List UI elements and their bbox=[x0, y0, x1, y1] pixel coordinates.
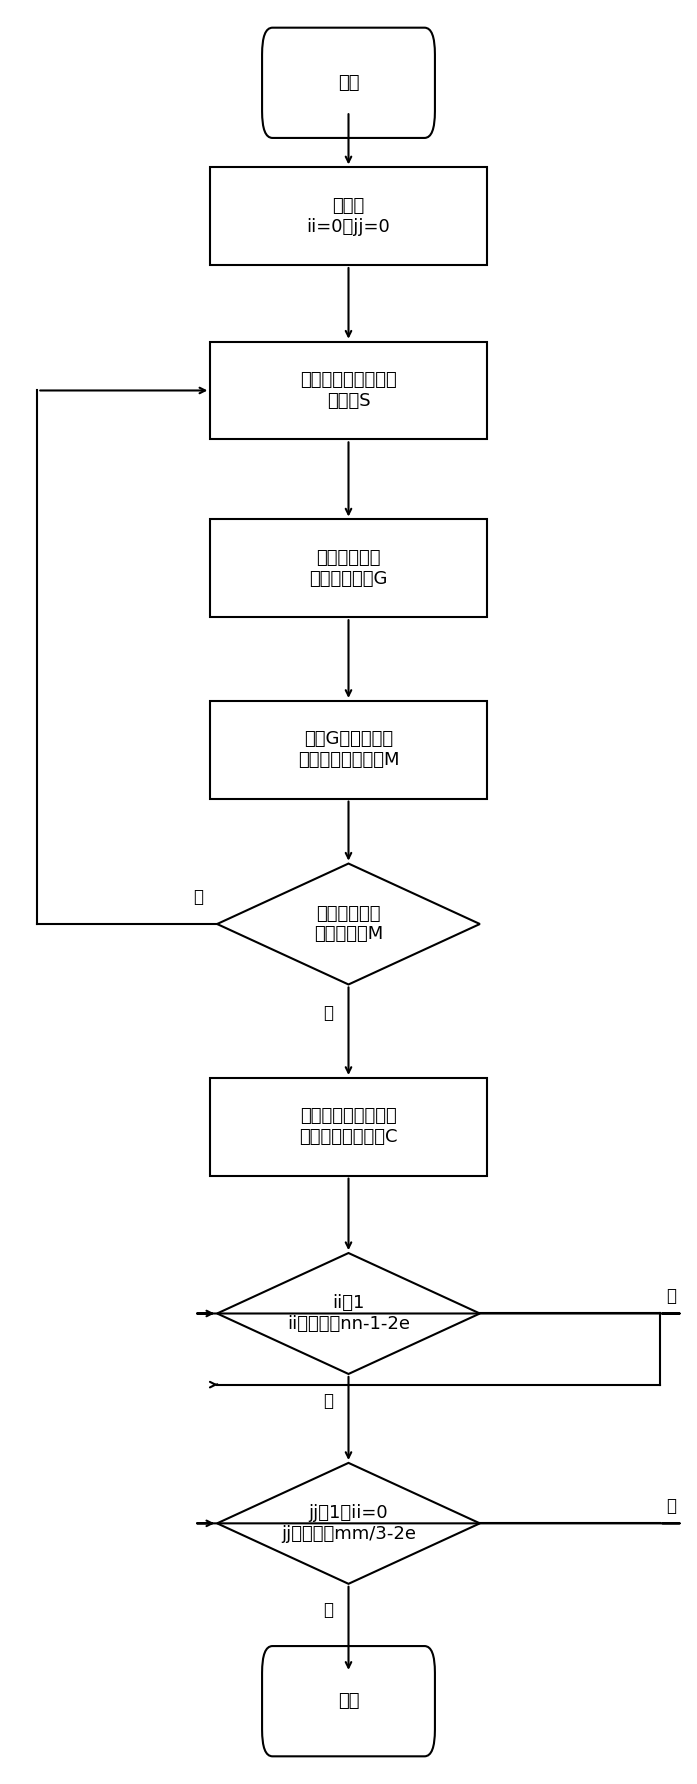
Text: 读取感兴趣区内待检
测子图S: 读取感兴趣区内待检 测子图S bbox=[300, 371, 397, 410]
FancyBboxPatch shape bbox=[210, 701, 487, 799]
Polygon shape bbox=[217, 1252, 480, 1374]
FancyBboxPatch shape bbox=[262, 1647, 435, 1755]
Text: 是否存在大于
密度阈值的M: 是否存在大于 密度阈值的M bbox=[314, 904, 383, 944]
Text: 否: 否 bbox=[666, 1497, 677, 1515]
FancyBboxPatch shape bbox=[210, 1078, 487, 1176]
Text: 是: 是 bbox=[323, 1602, 332, 1620]
Text: 结束: 结束 bbox=[338, 1693, 359, 1711]
Text: 是: 是 bbox=[323, 1392, 332, 1409]
Polygon shape bbox=[217, 1463, 480, 1584]
Text: jj加1，ii=0
jj是否大于mm/3-2e: jj加1，ii=0 jj是否大于mm/3-2e bbox=[281, 1504, 416, 1543]
Text: 将子图左上角点坐标
保存至候选角点集C: 将子图左上角点坐标 保存至候选角点集C bbox=[299, 1108, 398, 1145]
Text: 计算G中统计单元
内白色像素的密度M: 计算G中统计单元 内白色像素的密度M bbox=[298, 730, 399, 769]
Text: 是: 是 bbox=[193, 888, 204, 906]
FancyBboxPatch shape bbox=[210, 519, 487, 617]
FancyBboxPatch shape bbox=[262, 29, 435, 137]
Text: 否: 否 bbox=[666, 1286, 677, 1304]
Text: 初始化
ii=0，jj=0: 初始化 ii=0，jj=0 bbox=[307, 196, 390, 235]
Text: 开始: 开始 bbox=[338, 73, 359, 91]
Text: 否: 否 bbox=[323, 1004, 332, 1022]
FancyBboxPatch shape bbox=[210, 341, 487, 439]
FancyBboxPatch shape bbox=[210, 168, 487, 266]
Polygon shape bbox=[217, 863, 480, 985]
Text: 计算子图与模
板的差值图像G: 计算子图与模 板的差值图像G bbox=[309, 549, 388, 587]
Text: ii加1
ii是否大于nn-1-2e: ii加1 ii是否大于nn-1-2e bbox=[287, 1293, 410, 1333]
